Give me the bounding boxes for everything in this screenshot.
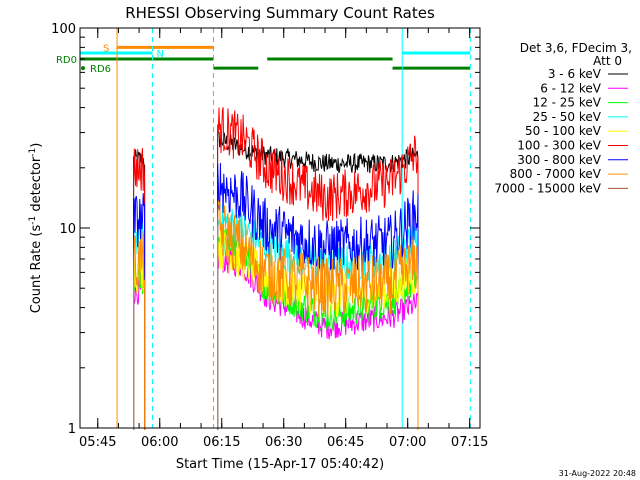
y-tick-label-0: 1	[68, 422, 76, 437]
legend-label-6: 300 - 800 keV	[517, 153, 601, 167]
flag-marker-rd6	[81, 66, 85, 71]
flag-label-n: N	[157, 49, 164, 60]
x-axis-ticks: 05:45 06:00 06:15 06:30 06:45 07:00 07:15	[79, 28, 488, 450]
x-tick-label-1: 06:00	[141, 435, 178, 450]
legend-label-5: 100 - 300 keV	[517, 139, 601, 153]
flag-label-rd0: RD0	[56, 55, 77, 66]
y-axis-label-exp1: -1	[28, 216, 38, 225]
legend-label-0: 3 - 6 keV	[548, 67, 602, 81]
legend-title-line2: Att 0	[593, 54, 622, 68]
legend-label-3: 25 - 50 keV	[533, 110, 602, 124]
legend-label-1: 6 - 12 keV	[540, 81, 602, 95]
y-axis-label-end: )	[29, 143, 44, 148]
series-line-3-6kev-1	[217, 130, 419, 430]
x-tick-label-5: 07:00	[389, 435, 426, 450]
x-tick-label-0: 05:45	[79, 435, 116, 450]
series-line-100-300kev-1	[217, 107, 419, 430]
y-axis-label-main: Count Rate (s	[29, 225, 44, 314]
y-axis-label: Count Rate (s-1 detector-1)	[28, 143, 44, 314]
flag-bars: S N RD0 RD6	[56, 43, 471, 75]
x-tick-label-3: 06:30	[265, 435, 302, 450]
y-axis-label-exp2: -1	[28, 148, 38, 157]
x-axis-label: Start Time (15-Apr-17 05:40:42)	[176, 457, 384, 472]
legend-label-7: 800 - 7000 keV	[510, 167, 602, 181]
generated-timestamp: 31-Aug-2022 20:48	[559, 469, 636, 478]
data-series	[133, 107, 419, 430]
legend-label-2: 12 - 25 keV	[533, 96, 602, 110]
series-line-800-7000kev-1	[217, 200, 419, 430]
flag-label-s: S	[103, 43, 109, 54]
series-line-800-7000kev-0	[133, 230, 146, 430]
series-line-300-800kev-0	[133, 193, 146, 430]
legend-label-4: 50 - 100 keV	[525, 124, 602, 138]
legend-title-line1: Det 3,6, FDecim 3,	[520, 41, 632, 55]
x-tick-label-6: 07:15	[451, 435, 488, 450]
legend-label-8: 7000 - 15000 keV	[494, 181, 601, 195]
series-line-100-300kev-0	[133, 148, 146, 430]
y-axis-label-mid: detector	[29, 156, 44, 216]
flag-label-rd6: RD6	[90, 64, 111, 75]
y-tick-label-1: 10	[59, 222, 76, 237]
x-tick-label-2: 06:15	[203, 435, 240, 450]
x-tick-label-4: 06:45	[327, 435, 364, 450]
series-line-6-12kev-0	[133, 279, 146, 430]
chart-title: RHESSI Observing Summary Count Rates	[125, 4, 435, 22]
y-axis-ticks: 1 10 100	[51, 22, 480, 437]
y-tick-label-2: 100	[51, 22, 76, 37]
